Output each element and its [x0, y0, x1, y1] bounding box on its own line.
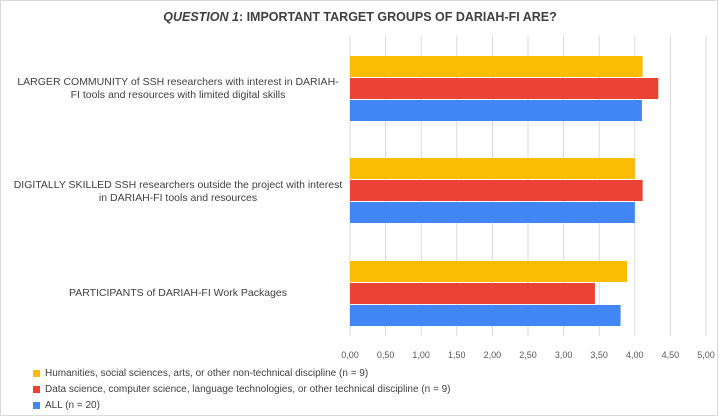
x-tick-label: 3,00 [555, 350, 573, 360]
x-tick-label: 2,00 [484, 350, 502, 360]
category-label-2: PARTICIPANTS of DARIAH-FI Work Packages [68, 287, 288, 299]
bar-0-1 [350, 78, 659, 99]
legend-item-1: Data science, computer science, language… [33, 381, 451, 397]
x-tick-label: 4,00 [626, 350, 644, 360]
legend: Humanities, social sciences, arts, or ot… [33, 365, 451, 413]
x-tick-label: 1,50 [448, 350, 466, 360]
bar-1-0 [350, 158, 635, 179]
bar-2-2 [350, 305, 621, 326]
bar-1-2 [350, 202, 635, 223]
bar-0-2 [350, 100, 642, 121]
chart-title: QUESTION 1: IMPORTANT TARGET GROUPS OF D… [1, 10, 719, 24]
chart-title-prefix: QUESTION 1 [163, 10, 239, 24]
bar-1-1 [350, 180, 643, 201]
legend-item-2: ALL (n = 20) [33, 397, 451, 413]
x-tick-label: 3,50 [590, 350, 608, 360]
x-tick-label: 2,50 [519, 350, 537, 360]
legend-label-2: ALL (n = 20) [45, 399, 100, 411]
category-label-1: DIGITALLY SKILLED SSH researchers outsid… [13, 179, 343, 204]
legend-label-0: Humanities, social sciences, arts, or ot… [45, 367, 369, 379]
category-label-0: LARGER COMMUNITY of SSH researchers with… [17, 76, 339, 101]
legend-swatch-0 [33, 369, 40, 377]
x-tick-label: 4,50 [662, 350, 680, 360]
legend-label-1: Data science, computer science, language… [45, 383, 451, 395]
legend-swatch-2 [33, 401, 40, 409]
x-tick-label: 5,00 [697, 350, 715, 360]
bar-0-0 [350, 56, 643, 77]
x-tick-label: 0,50 [377, 350, 395, 360]
x-tick-label: 1,00 [412, 350, 430, 360]
legend-swatch-1 [33, 385, 40, 393]
bar-2-0 [350, 261, 627, 282]
x-tick-label: 0,00 [341, 350, 359, 360]
legend-item-0: Humanities, social sciences, arts, or ot… [33, 365, 451, 381]
chart-title-rest: : IMPORTANT TARGET GROUPS OF DARIAH-FI A… [238, 10, 557, 24]
bar-2-1 [350, 283, 595, 304]
